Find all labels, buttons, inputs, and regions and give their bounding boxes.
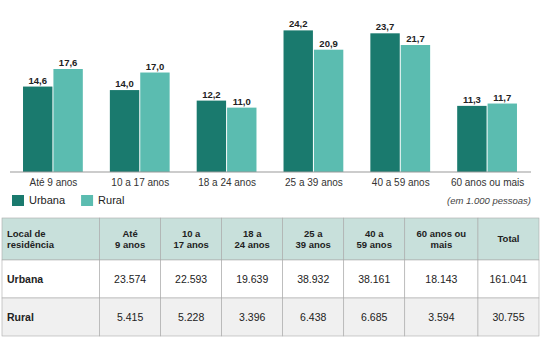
bars <box>23 30 517 172</box>
data-label: 23,7 <box>376 21 395 32</box>
table-header: 60 anos oumais <box>417 228 467 251</box>
table-cell <box>222 260 283 298</box>
table-text: 38.161 <box>358 273 390 285</box>
table-cell <box>2 218 100 260</box>
legend: Urbana Rural <box>12 194 124 206</box>
bar <box>284 30 313 172</box>
data-label: 21,7 <box>406 33 425 44</box>
bar <box>23 87 52 172</box>
table-cell <box>161 218 222 260</box>
x-tick-label: 60 anos ou mais <box>451 177 524 188</box>
table-text: 23.574 <box>114 273 146 285</box>
table-text: 3.396 <box>239 311 265 323</box>
bar <box>314 50 343 172</box>
bar <box>53 69 82 172</box>
x-tick-label: 25 a 39 anos <box>285 177 343 188</box>
data-label: 17,6 <box>59 57 78 68</box>
note: (em 1.000 pessoas) <box>447 195 531 206</box>
x-axis-line <box>10 172 531 173</box>
table-cell <box>100 260 161 298</box>
table-text: 18.143 <box>425 273 457 285</box>
table-cell <box>2 298 100 336</box>
table-cell <box>100 218 161 260</box>
bar <box>197 101 226 172</box>
table-text: 38.932 <box>297 273 329 285</box>
legend-label: Urbana <box>29 194 66 206</box>
data-label: 17,0 <box>146 61 165 72</box>
table-cell <box>478 260 539 298</box>
data-label: 14,6 <box>28 75 47 86</box>
bar <box>401 45 430 172</box>
x-tick-label: 40 a 59 anos <box>372 177 430 188</box>
data-label: 11,0 <box>233 96 251 107</box>
table-text: 30.755 <box>492 311 524 323</box>
table-cell <box>405 218 478 260</box>
x-tick-label: 18 a 24 anos <box>198 177 256 188</box>
table-cell <box>283 218 344 260</box>
table-cell <box>344 218 405 260</box>
bar <box>227 108 256 172</box>
data-label: 12,2 <box>202 89 221 100</box>
table-text: 5.228 <box>178 311 204 323</box>
bar <box>457 106 486 172</box>
legend-label: Rural <box>98 194 124 206</box>
table-text: 161.041 <box>490 273 528 285</box>
table-cell <box>2 260 100 298</box>
legend-swatch <box>12 195 24 206</box>
chart: 14,6 14,0 12,2 24,2 23,7 11,3 17,6 17,0 11,0 20,9… <box>0 0 541 346</box>
table-cell <box>344 260 405 298</box>
data-labels: 14,6 14,0 12,2 24,2 23,7 11,3 17,6 17,0 11,0 20,9… <box>28 18 511 106</box>
bar <box>370 33 399 172</box>
table-header: 10 a17 anos <box>173 228 208 251</box>
x-tick-label: 10 a 17 anos <box>111 177 169 188</box>
table-text: 22.593 <box>175 273 207 285</box>
table-cell <box>161 260 222 298</box>
table-header: 25 a39 anos <box>296 228 331 251</box>
table-cell <box>478 218 539 260</box>
table-cell <box>161 298 222 336</box>
table-text: 6.438 <box>300 311 326 323</box>
legend-swatch <box>81 195 93 206</box>
table-cell <box>283 298 344 336</box>
data-label: 20,9 <box>319 38 338 49</box>
data-label: 11,3 <box>463 94 481 105</box>
table-text: Urbana <box>7 273 43 285</box>
table-cell <box>283 260 344 298</box>
table-cell <box>222 218 283 260</box>
table-text: 5.415 <box>117 311 143 323</box>
table-header: Até9 anos <box>115 228 145 251</box>
data-label: 14,0 <box>115 78 134 89</box>
bar <box>488 104 517 172</box>
data-label: 24,2 <box>289 18 308 29</box>
table-header: Total <box>497 233 519 244</box>
table-text: 6.685 <box>361 311 387 323</box>
table-cell <box>222 298 283 336</box>
table-text: 3.594 <box>428 311 454 323</box>
table-cell <box>478 298 539 336</box>
bar <box>110 90 139 172</box>
table-header: 18 a24 anos <box>234 228 269 251</box>
table-header: 40 a59 anos <box>357 228 392 251</box>
table-text: 19.639 <box>236 273 268 285</box>
table-header: Local deresidência <box>7 228 55 251</box>
table-cell <box>405 298 478 336</box>
data-label: 11,7 <box>493 92 511 103</box>
table: Local deresidência Até9 anos 10 a17 anos 18… <box>2 218 539 336</box>
bar <box>140 73 169 172</box>
table-cell <box>405 260 478 298</box>
table-text: Rural <box>7 311 34 323</box>
x-tick-label: Até 9 anos <box>30 177 78 188</box>
table-cell <box>344 298 405 336</box>
table-cell <box>100 298 161 336</box>
